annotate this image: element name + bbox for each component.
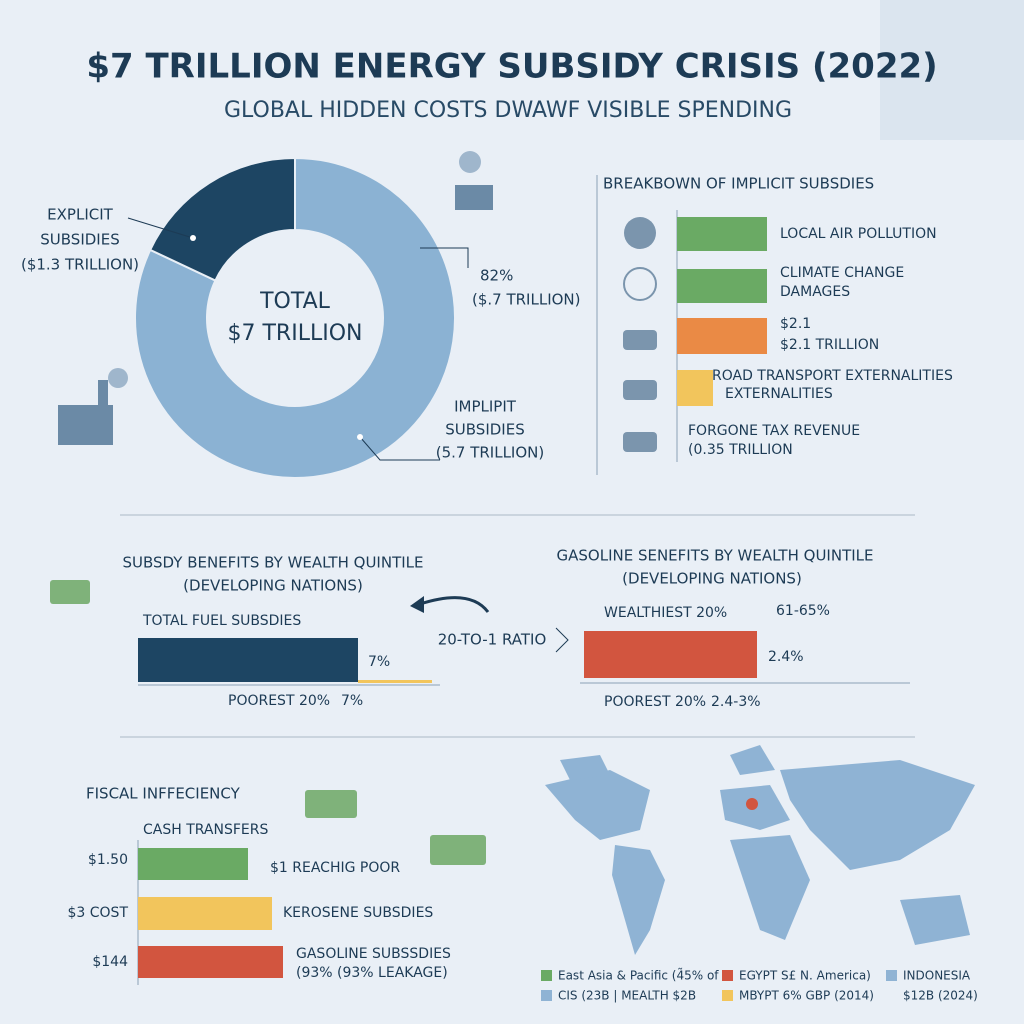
legend-label: EGYPT S£ N. America) — [739, 969, 871, 983]
leader-line — [127, 217, 194, 239]
segment-label: SUBSIDIES — [445, 421, 524, 439]
item-label: DAMAGES — [780, 284, 850, 300]
row-note: KEROSENE SUBSDIES — [283, 905, 433, 921]
bar — [677, 217, 767, 251]
row-note: GASOLINE SUBSSDIES — [296, 946, 451, 962]
legend-swatch — [722, 990, 733, 1001]
segment-label: IMPLIPIT — [454, 398, 517, 416]
value-label: 2.4% — [768, 649, 804, 665]
arrowhead — [410, 596, 424, 613]
marker — [746, 798, 758, 810]
legend-swatch — [722, 970, 733, 981]
subtitle: GLOBAL HIDDEN COSTS DWAWF VISIBLE SPENDI… — [224, 98, 792, 123]
ratio-label: 20-TO-1 RATIO — [438, 631, 547, 649]
legend-label: $12B (2024) — [903, 989, 978, 1003]
annotation: 82% — [480, 267, 513, 285]
donut-segment — [148, 156, 296, 282]
row-note: $1 REACHIG POOR — [270, 860, 400, 876]
section-title: GASOLINE SENEFITS BY WEALTH QUINTILE — [557, 547, 874, 565]
value-label: 7% — [341, 693, 363, 709]
item-label: (0.35 TRILLION — [688, 442, 793, 458]
bar — [584, 631, 757, 678]
legend-label: CIS (23B | MEALTH $2B — [558, 989, 696, 1003]
bar — [138, 638, 358, 682]
section-title: SUBSDY BENEFITS BY WEALTH QUINTILE — [122, 554, 423, 572]
center-label: TOTAL — [259, 289, 331, 314]
segment-label: EXPLICIT — [47, 206, 113, 224]
chevron — [555, 627, 569, 653]
legend-swatch — [886, 970, 897, 981]
donut-chart — [134, 156, 456, 479]
item-label: FORGONE TAX REVENUE — [688, 423, 860, 439]
legend-label: MBYPT 6% GBP (2014) — [739, 989, 874, 1003]
segment-label: SUBSIDIES — [40, 231, 119, 249]
leader-line — [420, 247, 469, 268]
bar — [138, 897, 272, 930]
legend-swatch — [541, 990, 552, 1001]
icons — [623, 217, 657, 452]
money-icons — [50, 580, 486, 865]
value-label: 2.4-3% — [711, 694, 761, 710]
dot — [357, 434, 363, 440]
item-label: $2.1 TRILLION — [780, 337, 879, 353]
value-label: 7% — [368, 654, 390, 670]
factory-icon — [58, 368, 128, 445]
row-note: (93% (93% LEAKAGE) — [296, 965, 448, 981]
leader-line — [359, 436, 440, 461]
item-label: ROAD TRANSPORT EXTERNALITIES — [712, 368, 953, 384]
legend-swatch — [541, 970, 552, 981]
bar — [138, 946, 283, 978]
bar — [358, 680, 432, 683]
section-title: BREAKBOWN OF IMPLICIT SUBSDIES — [603, 175, 874, 193]
poorest-label: POOREST 20% — [604, 694, 706, 710]
subtitle: CASH TRANSFERS — [143, 822, 268, 838]
item-label: LOCAL AIR POLLUTION — [780, 226, 937, 242]
legend-label: East Asia & Pacific (4̃5% of — [558, 967, 719, 982]
row-label: $144 — [92, 954, 128, 970]
section-title: (DEVELOPING NATIONS) — [183, 577, 363, 595]
section-title: (DEVELOPING NATIONS) — [622, 570, 802, 588]
dot — [190, 235, 196, 241]
wealthiest-label: WEALTHIEST 20% — [604, 605, 727, 621]
factory-icon — [455, 151, 493, 210]
item-label: $2.1 — [780, 316, 811, 332]
world-map — [545, 745, 975, 955]
bar — [677, 318, 767, 354]
item-label: EXTERNALITIES — [725, 386, 833, 402]
segment-label: (5.7 TRILLION) — [436, 444, 545, 462]
bar — [138, 848, 248, 880]
arrow — [419, 596, 490, 613]
section-title: FISCAL INFFECIENCY — [86, 785, 241, 803]
annotation: ($.7 TRILLION) — [472, 291, 581, 309]
decor — [880, 0, 1024, 140]
bar-label: TOTAL FUEL SUBSDIES — [142, 613, 301, 629]
segment-label: ($1.3 TRILLION) — [21, 256, 139, 274]
title: $7 TRILLION ENERGY SUBSIDY CRISIS (2022) — [86, 47, 937, 87]
value-label: 61-65% — [776, 603, 830, 619]
center-label: $7 TRILLION — [228, 321, 363, 346]
poorest-label: POOREST 20% — [228, 693, 330, 709]
item-label: CLIMATE CHANGE — [780, 265, 904, 281]
bar — [677, 269, 767, 303]
legend-label: INDONESIA — [903, 969, 971, 983]
bar — [677, 370, 713, 406]
row-label: $3 COST — [68, 905, 129, 921]
row-label: $1.50 — [88, 852, 128, 868]
donut-segment — [134, 156, 456, 479]
